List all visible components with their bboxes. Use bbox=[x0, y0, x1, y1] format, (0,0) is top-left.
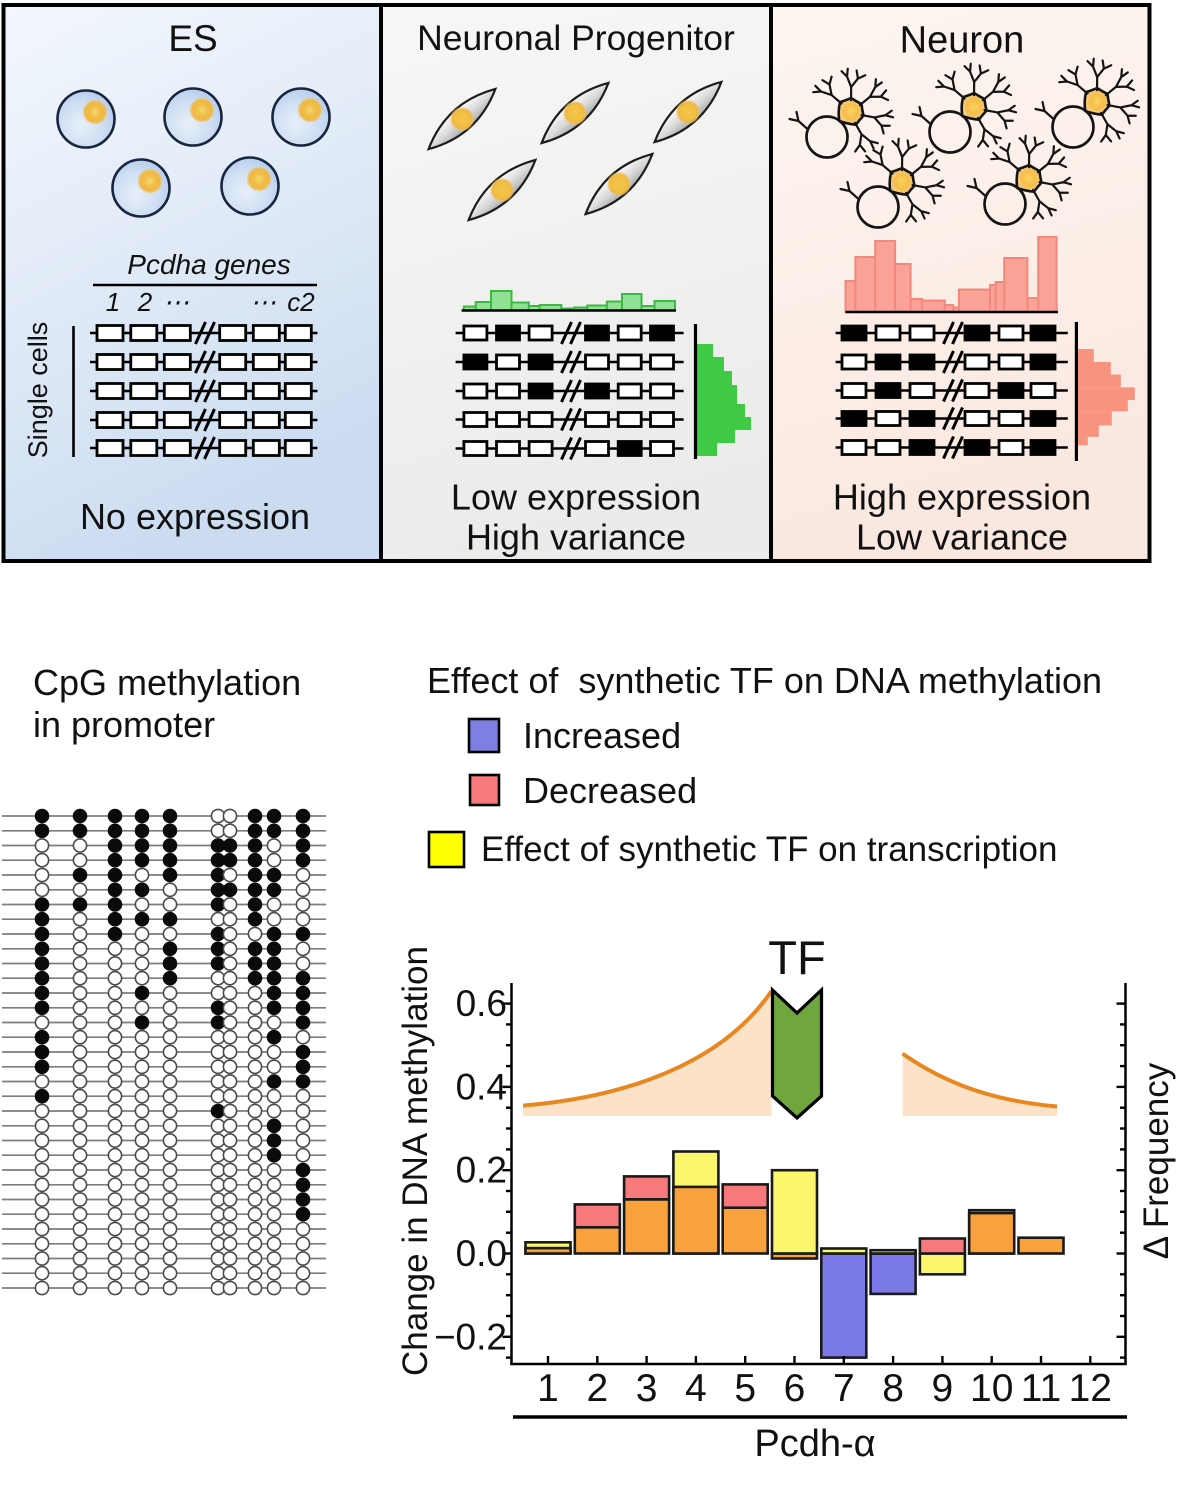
svg-text:4: 4 bbox=[685, 1367, 707, 1410]
svg-text:Low expression: Low expression bbox=[451, 477, 701, 518]
svg-text:High expression: High expression bbox=[833, 477, 1091, 518]
svg-text:7: 7 bbox=[833, 1367, 855, 1410]
svg-text:in promoter: in promoter bbox=[33, 704, 215, 745]
svg-text:c2: c2 bbox=[287, 287, 315, 317]
svg-text:Neuronal Progenitor: Neuronal Progenitor bbox=[417, 18, 735, 58]
svg-text:0.4: 0.4 bbox=[456, 1066, 507, 1107]
svg-text:3: 3 bbox=[636, 1367, 658, 1410]
svg-text:Effect of synthetic TF on tran: Effect of synthetic TF on transcription bbox=[481, 830, 1057, 869]
svg-text:1: 1 bbox=[537, 1367, 559, 1410]
svg-text:9: 9 bbox=[932, 1367, 954, 1410]
svg-text:5: 5 bbox=[734, 1367, 756, 1410]
svg-text:0.0: 0.0 bbox=[456, 1233, 507, 1274]
svg-text:11: 11 bbox=[1021, 1367, 1062, 1410]
svg-text:CpG methylation: CpG methylation bbox=[33, 662, 301, 703]
svg-text:⋯: ⋯ bbox=[163, 287, 189, 317]
svg-text:12: 12 bbox=[1069, 1367, 1112, 1410]
svg-text:TF: TF bbox=[768, 931, 825, 984]
svg-text:ES: ES bbox=[168, 18, 217, 59]
svg-text:2: 2 bbox=[137, 287, 153, 317]
svg-text:0.2: 0.2 bbox=[456, 1150, 507, 1191]
svg-text:Increased: Increased bbox=[523, 715, 681, 756]
svg-text:Pcdh-α: Pcdh-α bbox=[754, 1423, 875, 1465]
svg-text:High variance: High variance bbox=[466, 517, 686, 558]
svg-text:Change in DNA methylation: Change in DNA methylation bbox=[396, 946, 435, 1376]
svg-text:Single cells: Single cells bbox=[23, 322, 53, 459]
svg-text:Δ Frequency: Δ Frequency bbox=[1137, 1062, 1176, 1259]
svg-text:2: 2 bbox=[586, 1367, 608, 1410]
svg-text:Decreased: Decreased bbox=[523, 770, 697, 811]
svg-text:Low variance: Low variance bbox=[856, 517, 1068, 558]
svg-text:1: 1 bbox=[106, 287, 120, 317]
svg-text:No expression: No expression bbox=[80, 496, 310, 537]
svg-text:−0.2: −0.2 bbox=[434, 1316, 507, 1357]
svg-text:Pcdha genes: Pcdha genes bbox=[127, 249, 290, 280]
svg-text:0.6: 0.6 bbox=[456, 983, 507, 1024]
svg-text:Effect of synthetic TF on DNA: Effect of synthetic TF on DNA methylatio… bbox=[427, 660, 1102, 701]
svg-text:10: 10 bbox=[970, 1367, 1013, 1410]
svg-text:6: 6 bbox=[784, 1367, 806, 1410]
svg-text:8: 8 bbox=[882, 1367, 904, 1410]
svg-text:Neuron: Neuron bbox=[900, 20, 1025, 62]
svg-text:⋯: ⋯ bbox=[250, 287, 276, 317]
